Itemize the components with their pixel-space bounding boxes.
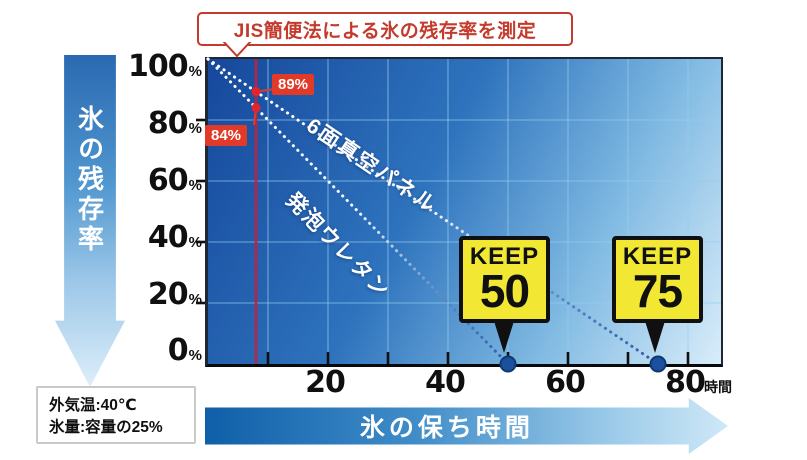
y-tick-label-100: 100%	[128, 49, 202, 84]
x-tick-label-60: 60	[545, 365, 586, 400]
test-conditions-box: 外気温:40℃ 氷量:容量の25%	[36, 386, 196, 444]
x-axis-arrow: 氷の保ち時間	[205, 398, 728, 454]
y-tick-label-80: 80%	[147, 106, 202, 141]
callout-89-percent: 89%	[272, 74, 314, 95]
page-title: JIS簡便法による氷の残存率を測定	[233, 20, 537, 42]
y-axis-arrow: 氷の残存率	[55, 55, 125, 387]
y-tick-label-60: 60%	[147, 163, 202, 198]
x-tick-label-40: 40	[425, 365, 466, 400]
keep-75-word: KEEP	[622, 243, 693, 271]
keep-50-badge: KEEP 50	[459, 236, 550, 323]
y-tick-label-40: 40%	[147, 220, 202, 255]
keep-50-value: 50	[479, 265, 530, 318]
keep-75-value: 75	[632, 265, 683, 318]
callout-84-percent: 84%	[205, 125, 247, 146]
title-bubble: JIS簡便法による氷の残存率を測定	[197, 12, 573, 46]
x-axis-arrow-label: 氷の保ち時間	[359, 414, 534, 442]
keep-50-word: KEEP	[469, 243, 540, 271]
bubble-tail-icon	[222, 42, 252, 58]
keep-75-pointer-icon	[645, 321, 665, 353]
condition-ambient-temp: 外気温:40℃	[49, 397, 137, 414]
chart-canvas	[196, 57, 721, 373]
condition-ice-volume: 氷量:容量の25%	[49, 419, 163, 437]
y-tick-label-0: 0%	[167, 333, 202, 368]
keep-75-badge: KEEP 75	[612, 236, 703, 323]
y-axis-arrow-label: 氷の残存率	[74, 105, 105, 255]
keep-50-pointer-icon	[494, 321, 514, 353]
x-axis-unit-label: 時間	[704, 379, 732, 395]
x-tick-label-20: 20	[305, 365, 346, 400]
y-tick-label-20: 20%	[147, 277, 202, 312]
x-tick-label-80: 80	[665, 365, 706, 400]
